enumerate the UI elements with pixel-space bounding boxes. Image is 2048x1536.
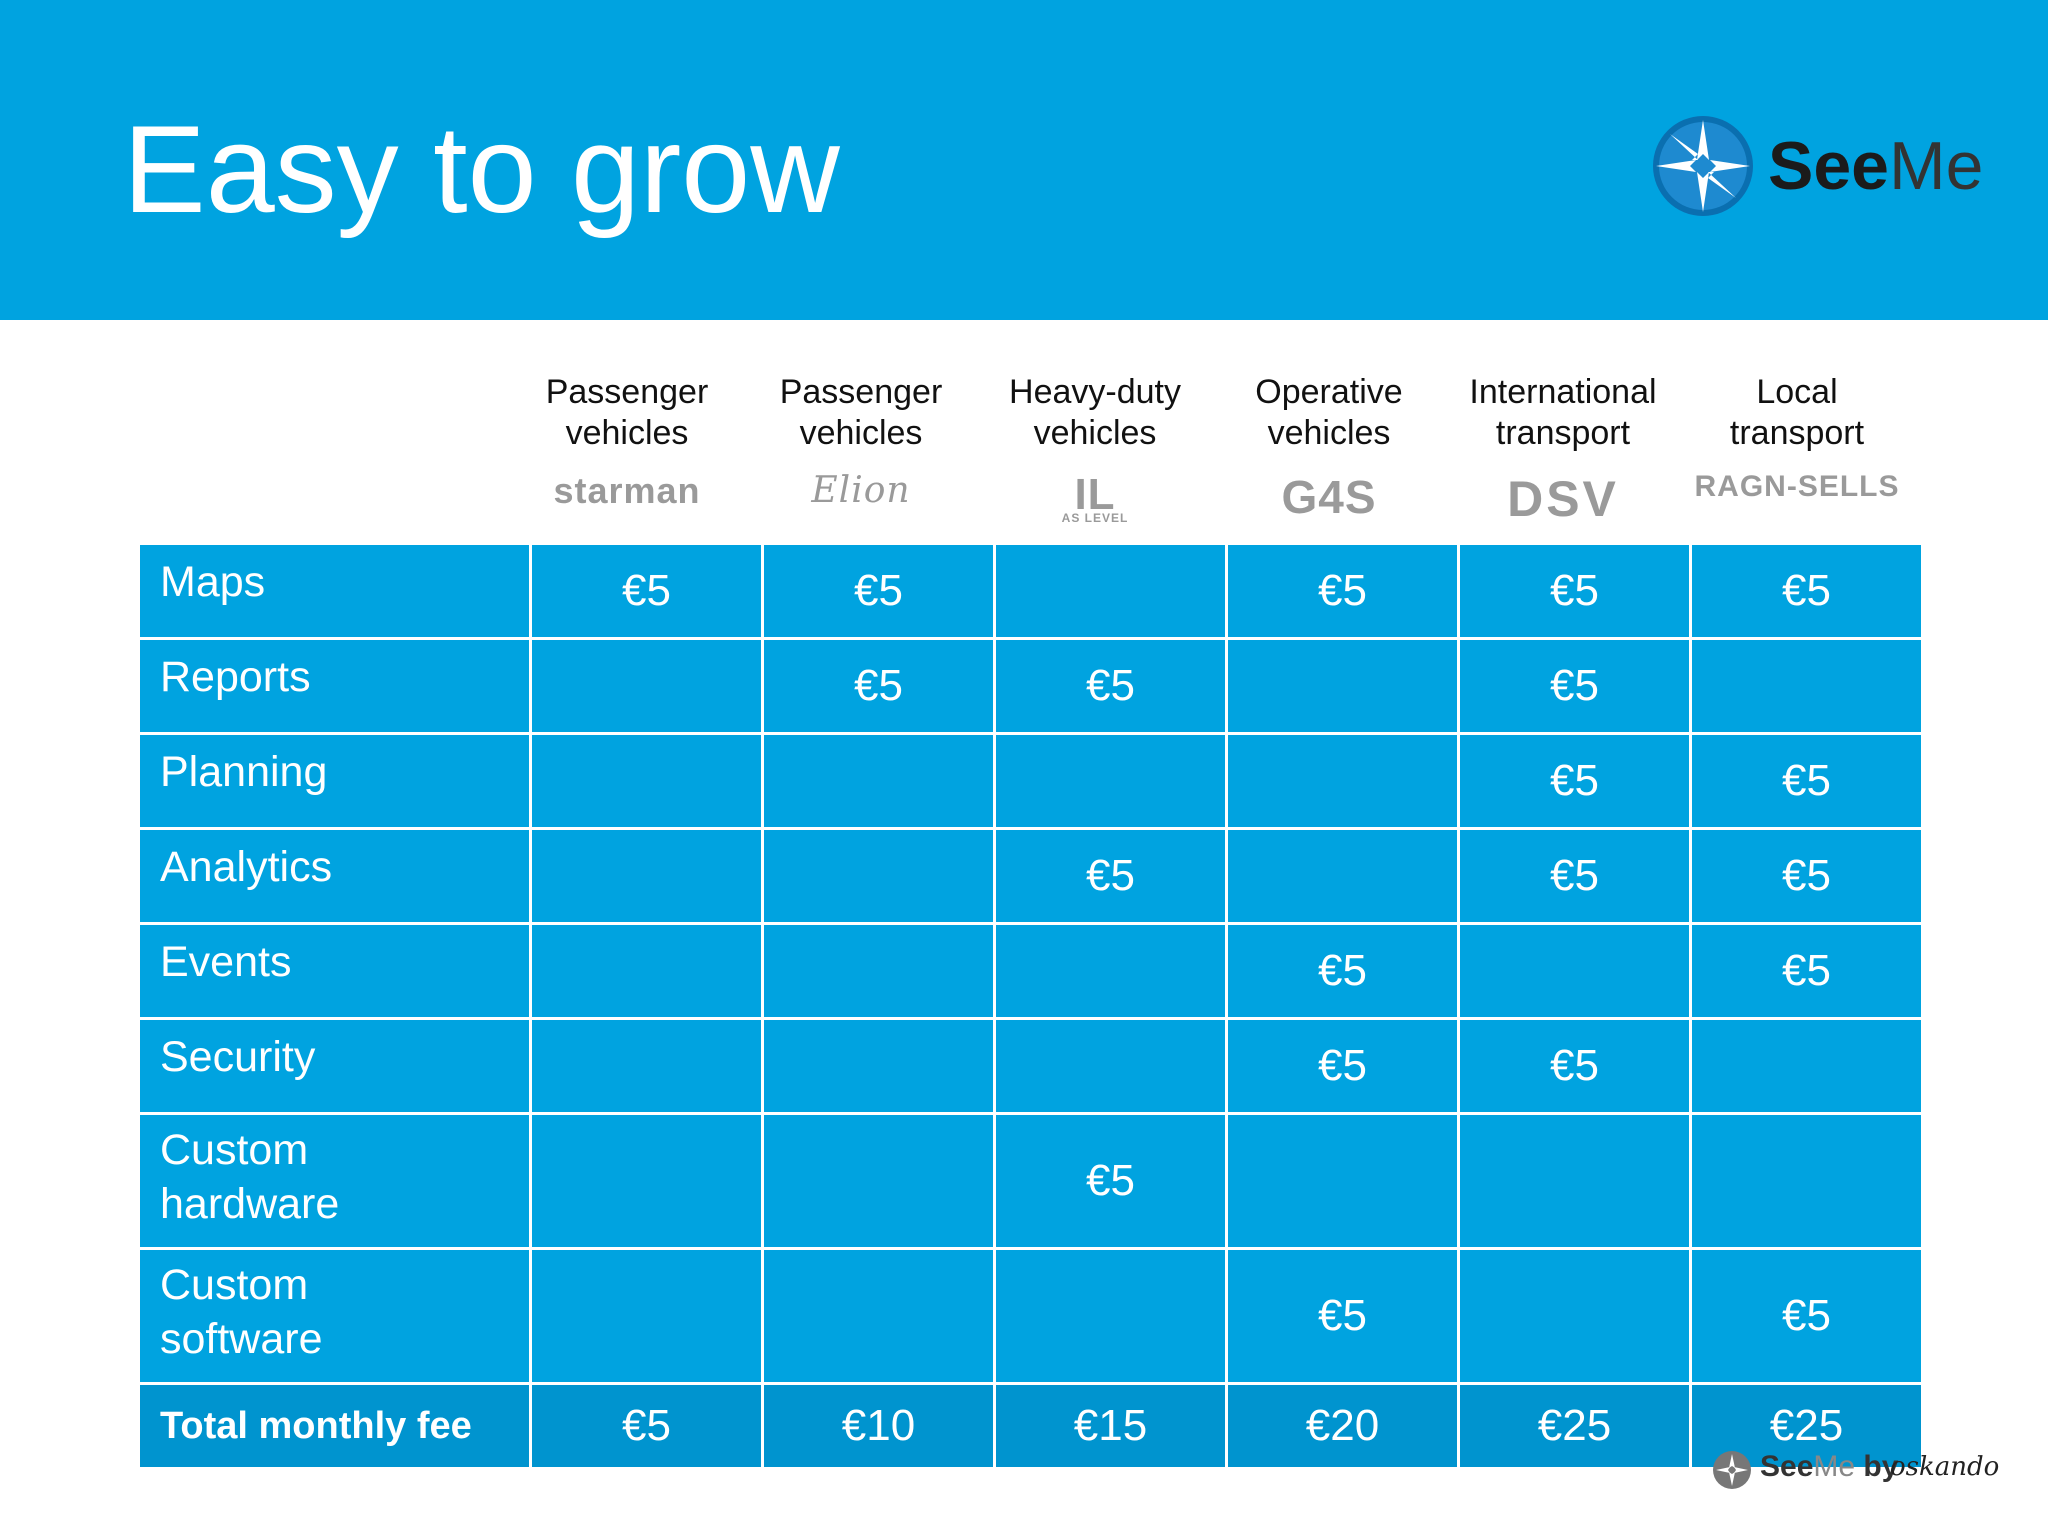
price-cell bbox=[761, 1247, 996, 1385]
column-headers: Passenger vehicles Passenger vehicles Heav… bbox=[510, 372, 1917, 527]
price-cell: €5 bbox=[993, 827, 1228, 925]
price-cell bbox=[1689, 637, 1924, 735]
total-cell: €10 bbox=[761, 1382, 996, 1470]
price-cell: €5 bbox=[1225, 1247, 1460, 1385]
price-cell: €5 bbox=[1225, 922, 1460, 1020]
column-heading: International transport bbox=[1469, 373, 1657, 452]
table-row: Maps €5 €5 €5 €5 €5 bbox=[137, 542, 1924, 640]
row-label: Planning bbox=[137, 732, 532, 830]
table-row: Custom software €5 €5 bbox=[137, 1247, 1924, 1385]
price-cell bbox=[1689, 1017, 1924, 1115]
price-cell: €5 bbox=[993, 637, 1228, 735]
g4s-logo: G4S bbox=[1281, 471, 1377, 523]
table-row: Reports €5 €5 €5 bbox=[137, 637, 1924, 735]
price-cell bbox=[1457, 922, 1692, 1020]
price-cell bbox=[993, 542, 1228, 640]
price-cell bbox=[529, 922, 764, 1020]
price-cell bbox=[993, 1017, 1228, 1115]
price-cell bbox=[529, 827, 764, 925]
price-cell: €5 bbox=[761, 542, 996, 640]
row-label: Analytics bbox=[137, 827, 532, 925]
total-cell: €5 bbox=[529, 1382, 764, 1470]
price-cell: €5 bbox=[1225, 542, 1460, 640]
starman-logo: starman bbox=[553, 470, 701, 511]
compass-star-icon bbox=[1653, 116, 1753, 216]
seeme-logo: SeeMe bbox=[1648, 110, 1988, 222]
total-cell: €15 bbox=[993, 1382, 1228, 1470]
total-cell: €25 bbox=[1457, 1382, 1692, 1470]
price-cell bbox=[529, 637, 764, 735]
column-heading: Local transport bbox=[1729, 373, 1865, 452]
column-heading: Heavy-duty vehicles bbox=[1009, 373, 1181, 452]
price-cell bbox=[1689, 1112, 1924, 1250]
footer-logo: SeeMe by oskando bbox=[1710, 1440, 2000, 1500]
price-cell: €5 bbox=[1689, 827, 1924, 925]
price-cell: €5 bbox=[529, 542, 764, 640]
price-cell bbox=[1457, 1247, 1692, 1385]
column-heading: Operative vehicles bbox=[1255, 373, 1403, 452]
price-cell bbox=[529, 732, 764, 830]
price-cell bbox=[529, 1112, 764, 1250]
price-cell: €5 bbox=[1689, 542, 1924, 640]
row-label: Events bbox=[137, 922, 532, 1020]
price-cell: €5 bbox=[1225, 1017, 1460, 1115]
row-label: Custom software bbox=[137, 1247, 532, 1385]
price-cell: €5 bbox=[1689, 922, 1924, 1020]
price-cell bbox=[761, 1017, 996, 1115]
price-cell bbox=[761, 922, 996, 1020]
row-label: Custom hardware bbox=[137, 1112, 532, 1250]
price-cell bbox=[1225, 1112, 1460, 1250]
price-cell bbox=[529, 1017, 764, 1115]
price-cell bbox=[993, 732, 1228, 830]
price-cell: €5 bbox=[1689, 732, 1924, 830]
row-label: Reports bbox=[137, 637, 532, 735]
price-cell bbox=[1225, 732, 1460, 830]
seeme-small-icon bbox=[1713, 1451, 1751, 1489]
price-cell: €5 bbox=[993, 1112, 1228, 1250]
price-cell bbox=[993, 922, 1228, 1020]
price-cell bbox=[761, 827, 996, 925]
column-heading: Passenger vehicles bbox=[545, 373, 709, 452]
price-cell: €5 bbox=[1689, 1247, 1924, 1385]
row-label: Security bbox=[137, 1017, 532, 1115]
price-cell bbox=[1457, 1112, 1692, 1250]
table-row: Events €5 €5 bbox=[137, 922, 1924, 1020]
price-cell bbox=[1225, 827, 1460, 925]
price-cell: €5 bbox=[1457, 1017, 1692, 1115]
total-row: Total monthly fee €5 €10 €15 €20 €25 €25 bbox=[137, 1382, 1924, 1470]
table-row: Security €5 €5 bbox=[137, 1017, 1924, 1115]
il-logo: IL AS LEVEL bbox=[1061, 470, 1129, 525]
price-cell bbox=[761, 732, 996, 830]
table-row: Custom hardware €5 bbox=[137, 1112, 1924, 1250]
price-cell: €5 bbox=[1457, 637, 1692, 735]
title-bar: Easy to grow SeeMe bbox=[0, 0, 2048, 320]
price-cell bbox=[993, 1247, 1228, 1385]
row-label: Maps bbox=[137, 542, 532, 640]
elion-logo: Elion bbox=[811, 470, 911, 511]
price-cell: €5 bbox=[1457, 732, 1692, 830]
price-cell bbox=[529, 1247, 764, 1385]
page-title: Easy to grow bbox=[123, 101, 840, 239]
price-cell: €5 bbox=[1457, 542, 1692, 640]
dsv-logo: DSV bbox=[1507, 471, 1619, 527]
price-cell: €5 bbox=[761, 637, 996, 735]
pricing-table: Maps €5 €5 €5 €5 €5 Reports €5 €5 €5 Planning €5 €5 A… bbox=[137, 542, 1924, 1470]
price-cell bbox=[1225, 637, 1460, 735]
price-cell: €5 bbox=[1457, 827, 1692, 925]
table-row: Planning €5 €5 bbox=[137, 732, 1924, 830]
total-label: Total monthly fee bbox=[137, 1382, 532, 1470]
price-cell bbox=[761, 1112, 996, 1250]
table-row: Analytics €5 €5 €5 bbox=[137, 827, 1924, 925]
total-cell: €20 bbox=[1225, 1382, 1460, 1470]
ragn-sells-logo: RAGN-SELLS bbox=[1694, 470, 1900, 503]
oskando-logo: oskando bbox=[1890, 1452, 2000, 1482]
column-heading: Passenger vehicles bbox=[779, 373, 943, 452]
